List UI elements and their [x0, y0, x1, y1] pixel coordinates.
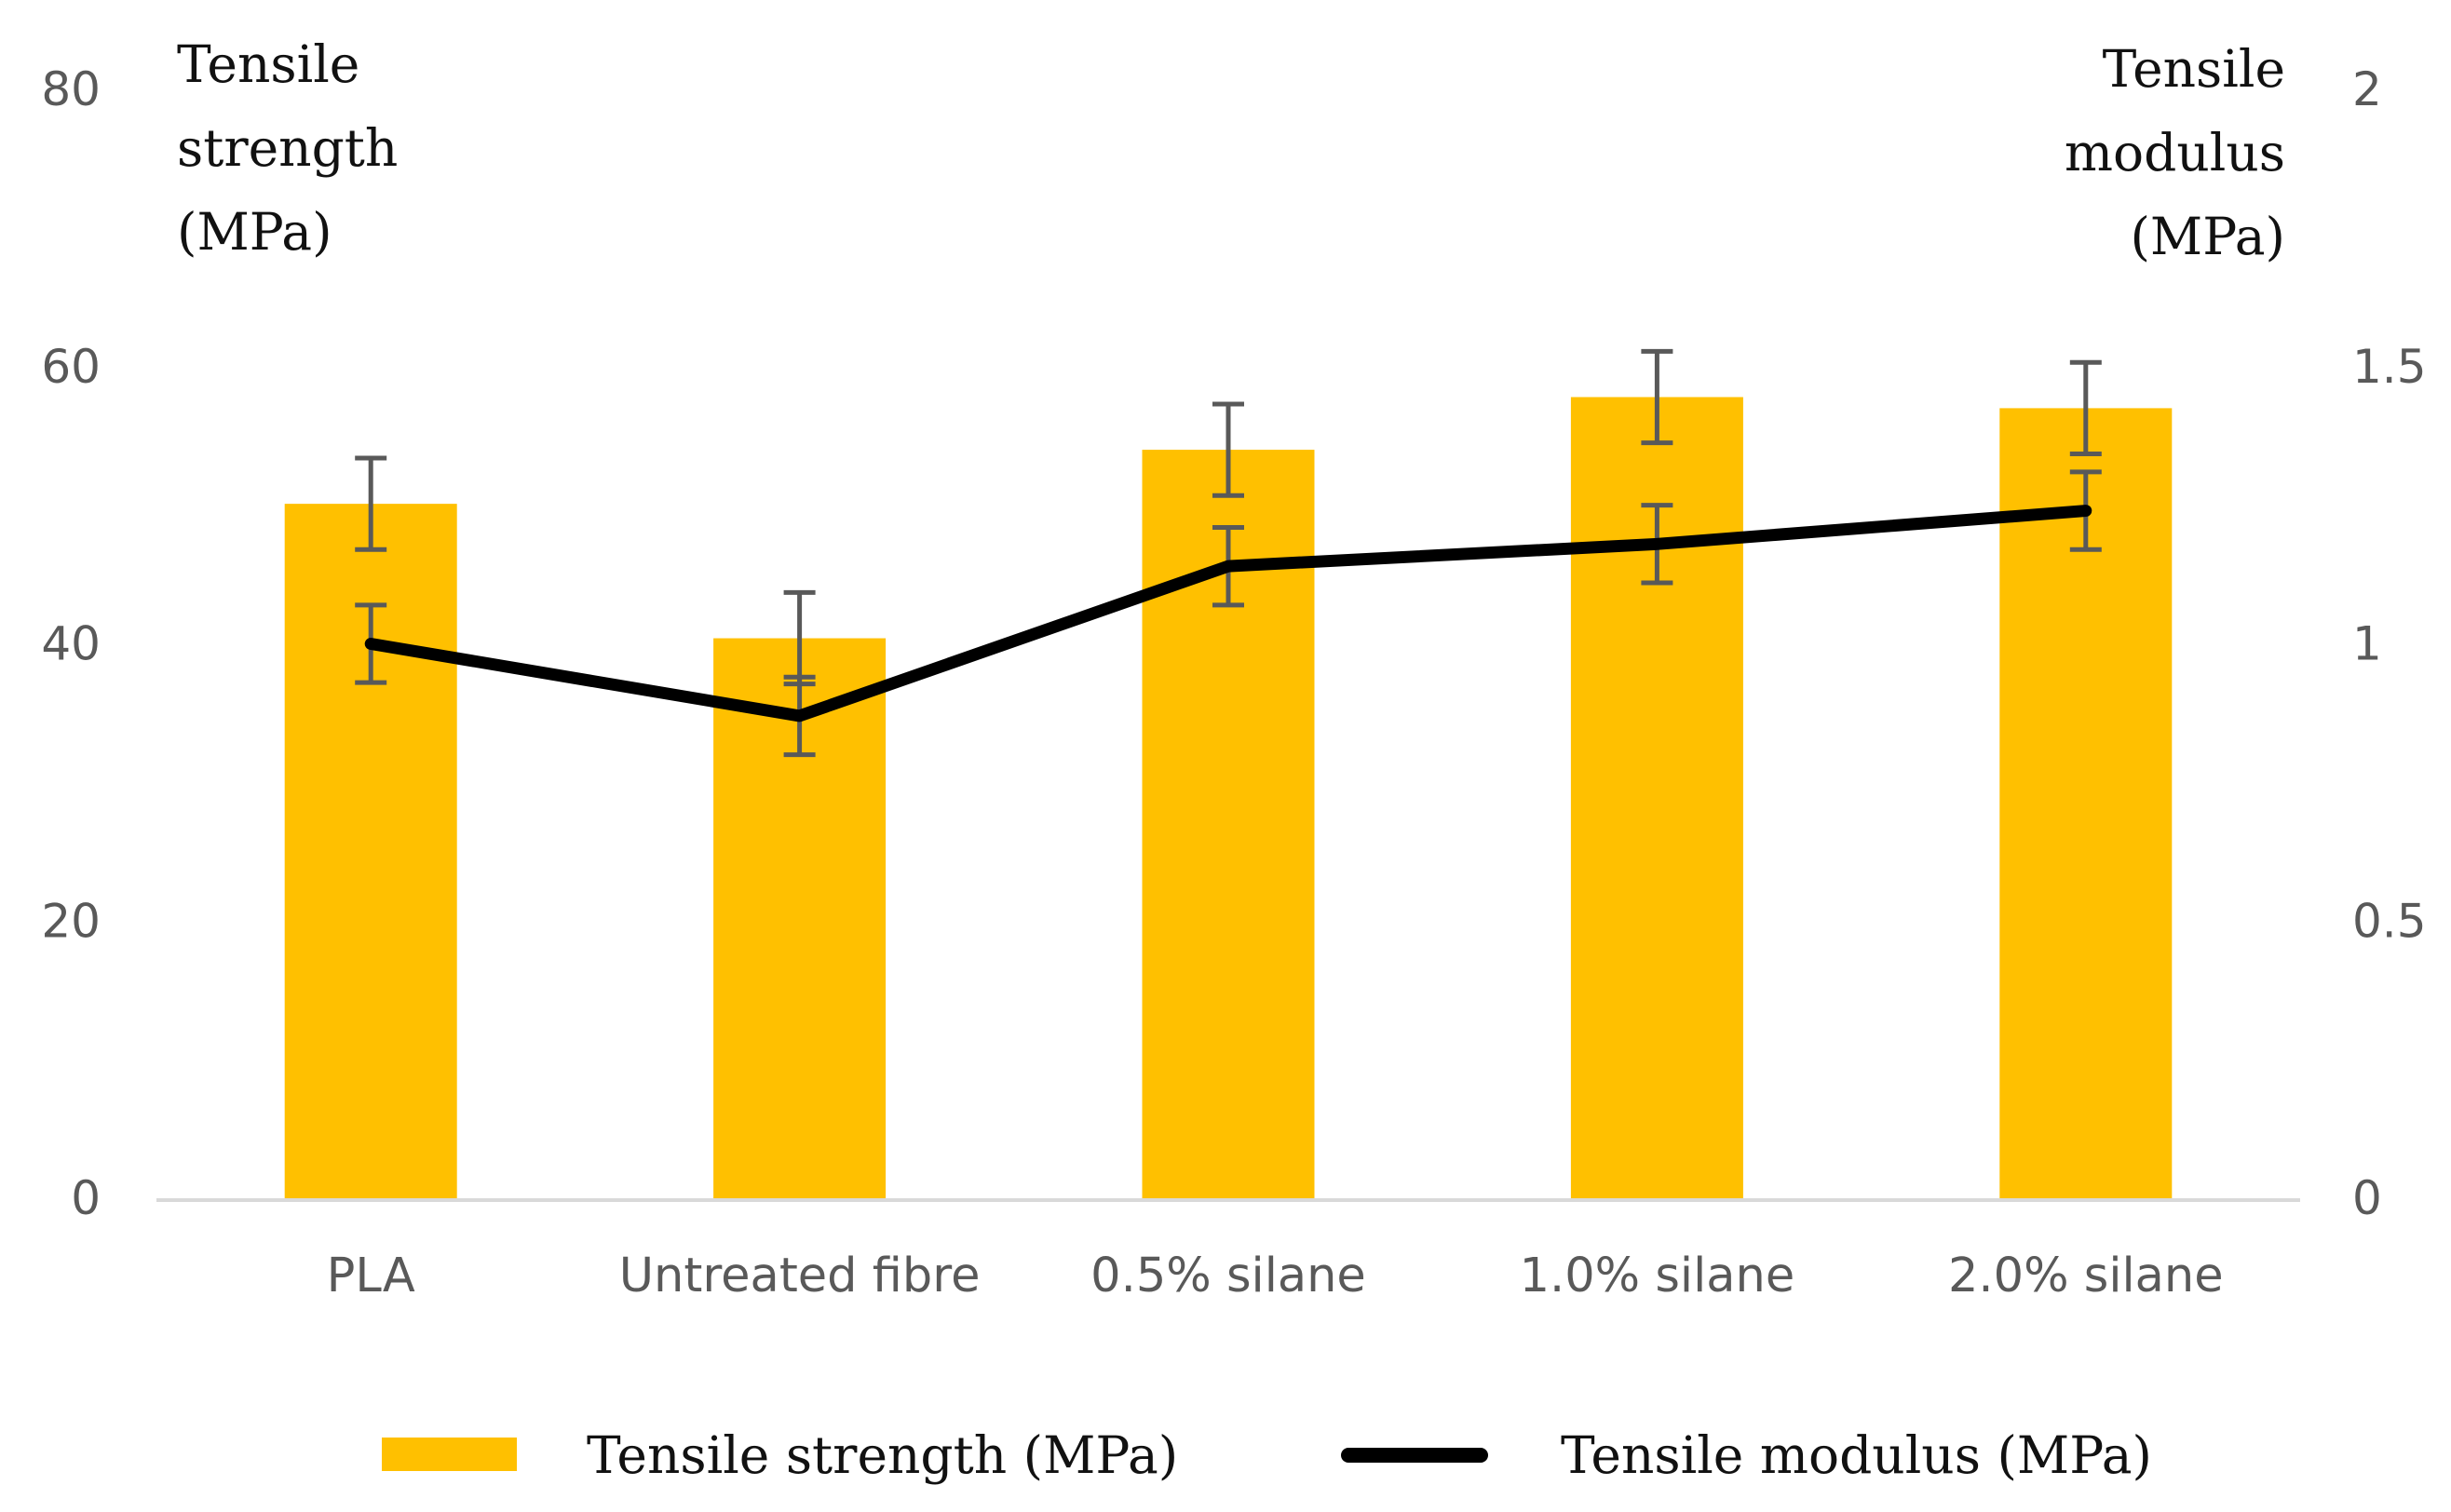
legend-label-tensile-modulus: Tensile modulus (MPa): [1561, 1425, 2152, 1485]
bar-series: [284, 397, 2173, 1199]
right-tick-label: 2: [2352, 62, 2382, 116]
right-axis-title-line: (MPa): [2130, 207, 2285, 266]
left-axis-ticks: 0 20 40 60 80: [41, 62, 101, 1225]
modulus-line: [364, 505, 2092, 722]
right-tick-label: 0.5: [2352, 894, 2427, 948]
bar-error-bar: [1212, 401, 1244, 498]
right-tick-label: 1.5: [2352, 340, 2427, 394]
left-axis-title: Tensile strength (MPa): [177, 34, 398, 262]
right-axis-title-line: Tensile: [2103, 39, 2285, 99]
right-tick-label: 0: [2352, 1171, 2382, 1225]
left-axis-title-line: Tensile: [177, 34, 359, 94]
bar-error-bar: [2069, 359, 2102, 457]
bar-error-bar: [355, 455, 387, 552]
category-labels: PLA Untreated fibre 0.5% silane 1.0% silane…: [327, 1249, 2224, 1303]
legend: Tensile strength (MPa) Tensile modulus (…: [382, 1425, 2152, 1485]
left-tick-label: 0: [71, 1171, 101, 1225]
left-tick-label: 40: [41, 617, 101, 671]
category-label: PLA: [327, 1249, 415, 1303]
left-tick-label: 20: [41, 894, 101, 948]
legend-label-tensile-strength: Tensile strength (MPa): [587, 1425, 1178, 1485]
category-label: 1.0% silane: [1520, 1249, 1795, 1303]
bar-error-bars: [355, 348, 2102, 687]
line-error-bars: [355, 469, 2102, 758]
bar-error-bar: [1641, 348, 1673, 446]
legend-swatch-tensile-strength: [382, 1438, 517, 1471]
category-label: 2.0% silane: [1948, 1249, 2224, 1303]
right-axis-title: Tensile modulus (MPa): [2065, 39, 2285, 266]
left-axis-title-line: strength: [177, 118, 398, 178]
left-axis-title-line: (MPa): [177, 202, 332, 262]
left-tick-label: 80: [41, 62, 101, 116]
category-label: Untreated fibre: [619, 1249, 981, 1303]
right-axis-title-line: modulus: [2065, 123, 2285, 182]
category-label: 0.5% silane: [1090, 1249, 1366, 1303]
right-axis-ticks: 0 0.5 1 1.5 2: [2352, 62, 2427, 1225]
left-tick-label: 60: [41, 340, 101, 394]
right-tick-label: 1: [2352, 617, 2382, 671]
